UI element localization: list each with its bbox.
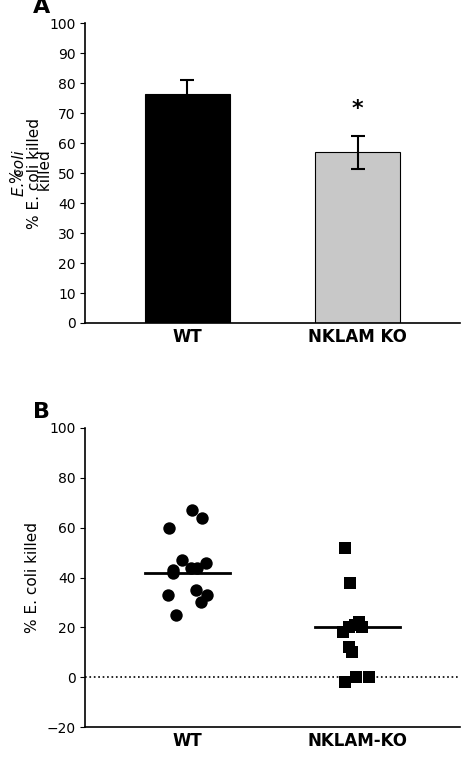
Bar [145,94,230,323]
Point [358,621,366,633]
Point [192,583,200,596]
Point [342,676,349,689]
Point [352,671,360,683]
Point [348,646,356,658]
Point [346,621,353,633]
Y-axis label: % E. coli killed: % E. coli killed [25,522,39,633]
Point [351,619,359,631]
Point [339,626,346,639]
Point [355,616,363,629]
Point [341,541,348,554]
Point [197,596,205,608]
Point [165,522,173,534]
Point [188,504,195,516]
Text: B: B [33,402,50,421]
Text: E. coli: E. coli [12,150,27,196]
Point [188,561,195,574]
Text: killed: killed [38,150,54,196]
Text: *: * [352,99,364,120]
Point [346,576,354,589]
Point [346,641,353,654]
Point [172,608,180,621]
Text: A: A [33,0,50,17]
Point [170,566,177,579]
Text: %: % [10,163,26,183]
Point [170,564,177,576]
Point [202,556,210,569]
Point [199,511,206,524]
Point [179,554,186,566]
Point [193,561,201,574]
Y-axis label: % E. coli killed: % E. coli killed [27,118,42,228]
Point [341,541,348,554]
Point [164,589,172,601]
Point [365,671,373,683]
Point [203,589,210,601]
Bar [315,152,400,323]
